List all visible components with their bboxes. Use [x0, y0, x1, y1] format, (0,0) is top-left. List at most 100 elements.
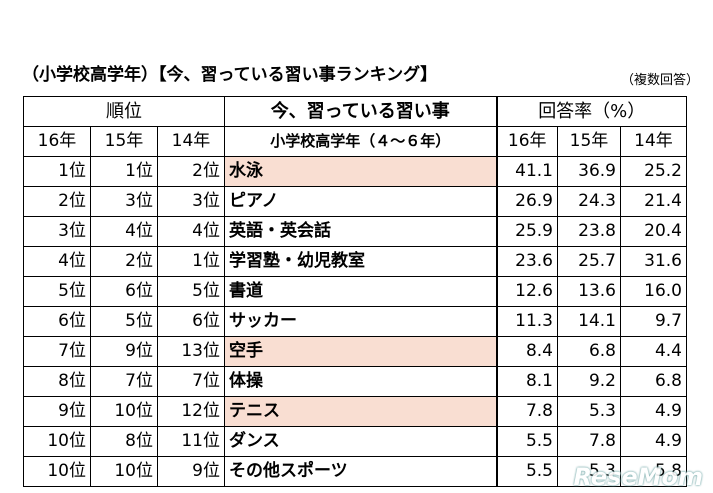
rate-2016-cell: 8.1 [496, 366, 558, 397]
rate-2014-cell: 21.4 [620, 186, 687, 217]
ranking-table-body: 順位 今、習っている習い事 回答率（%） 16年 15年 14年 小学校高学年（… [23, 96, 687, 487]
rate-2016-cell: 41.1 [496, 156, 558, 187]
header-row-years: 16年 15年 14年 小学校高学年（４～６年） 16年 15年 14年 [23, 126, 687, 157]
resemom-watermark: ReseMom [573, 463, 703, 491]
rank-2016-cell: 4位 [23, 246, 91, 277]
col-rate-16: 16年 [496, 126, 558, 157]
rate-2015-cell: 6.8 [557, 336, 621, 367]
rate-2014-cell: 9.7 [620, 306, 687, 337]
rank-2016-cell: 7位 [23, 336, 91, 367]
rate-2016-cell: 23.6 [496, 246, 558, 277]
header-row-groups: 順位 今、習っている習い事 回答率（%） [23, 96, 687, 127]
table-row: 5位 6位 5位 書道 12.6 13.6 16.0 [23, 276, 687, 307]
rank-2014-cell: 9位 [157, 456, 225, 487]
rate-2016-cell: 26.9 [496, 186, 558, 217]
rate-2015-cell: 13.6 [557, 276, 621, 307]
table-row: 8位 7位 7位 体操 8.1 9.2 6.8 [23, 366, 687, 397]
item-group-header: 今、習っている習い事 [224, 96, 498, 127]
rate-2016-cell: 12.6 [496, 276, 558, 307]
rank-2014-cell: 12位 [157, 396, 225, 427]
rate-2014-cell: 16.0 [620, 276, 687, 307]
rate-2016-cell: 25.9 [496, 216, 558, 247]
rank-2015-cell: 6位 [90, 276, 158, 307]
activity-name-cell: 英語・英会話 [224, 216, 498, 247]
rank-2016-cell: 5位 [23, 276, 91, 307]
activity-name-cell: 体操 [224, 366, 498, 397]
rate-group-header: 回答率（%） [496, 96, 687, 127]
rate-2016-cell: 11.3 [496, 306, 558, 337]
rate-2015-cell: 25.7 [557, 246, 621, 277]
rank-2015-cell: 7位 [90, 366, 158, 397]
table-row: 9位 10位 12位 テニス 7.8 5.3 4.9 [23, 396, 687, 427]
rate-2014-cell: 25.2 [620, 156, 687, 187]
rank-2016-cell: 8位 [23, 366, 91, 397]
rank-2016-cell: 9位 [23, 396, 91, 427]
rank-2015-cell: 3位 [90, 186, 158, 217]
activity-name-cell: 書道 [224, 276, 498, 307]
rank-2015-cell: 8位 [90, 426, 158, 457]
multiple-answer-note: （複数回答） [620, 73, 699, 88]
table-row: 7位 9位 13位 空手 8.4 6.8 4.4 [23, 336, 687, 367]
rank-2015-cell: 1位 [90, 156, 158, 187]
rate-2014-cell: 4.9 [620, 426, 687, 457]
rank-group-header: 順位 [23, 96, 225, 127]
rate-2014-cell: 5.8 [620, 456, 687, 487]
rank-2015-cell: 4位 [90, 216, 158, 247]
table-row: 4位 2位 1位 学習塾・幼児教室 23.6 25.7 31.6 [23, 246, 687, 277]
rank-2014-cell: 1位 [157, 246, 225, 277]
rate-2016-cell: 5.5 [496, 456, 558, 487]
rank-2016-cell: 10位 [23, 426, 91, 457]
rank-2014-cell: 5位 [157, 276, 225, 307]
rate-2016-cell: 7.8 [496, 396, 558, 427]
activity-name-cell: テニス [224, 396, 498, 427]
table-row: 6位 5位 6位 サッカー 11.3 14.1 9.7 [23, 306, 687, 337]
rank-2015-cell: 2位 [90, 246, 158, 277]
rank-2015-cell: 9位 [90, 336, 158, 367]
rate-2016-cell: 5.5 [496, 426, 558, 457]
col-rate-14: 14年 [620, 126, 687, 157]
rank-2016-cell: 6位 [23, 306, 91, 337]
activity-name-cell: ダンス [224, 426, 498, 457]
rank-2016-cell: 1位 [23, 156, 91, 187]
rank-2015-cell: 10位 [90, 456, 158, 487]
rate-2015-cell: 7.8 [557, 426, 621, 457]
rank-2014-cell: 7位 [157, 366, 225, 397]
rank-2015-cell: 5位 [90, 306, 158, 337]
rate-2014-cell: 6.8 [620, 366, 687, 397]
activity-name-cell: 空手 [224, 336, 498, 367]
item-sub-header: 小学校高学年（４～６年） [224, 126, 498, 157]
table-row: 3位 4位 4位 英語・英会話 25.9 23.8 20.4 [23, 216, 687, 247]
col-rank-16: 16年 [23, 126, 91, 157]
rank-2014-cell: 13位 [157, 336, 225, 367]
rank-2015-cell: 10位 [90, 396, 158, 427]
rate-2015-cell: 24.3 [557, 186, 621, 217]
activity-name-cell: ピアノ [224, 186, 498, 217]
rank-2016-cell: 3位 [23, 216, 91, 247]
rate-2015-cell: 23.8 [557, 216, 621, 247]
activity-name-cell: その他スポーツ [224, 456, 498, 487]
activity-name-cell: 学習塾・幼児教室 [224, 246, 498, 277]
table-row: 10位 8位 11位 ダンス 5.5 7.8 4.9 [23, 426, 687, 457]
rank-2014-cell: 6位 [157, 306, 225, 337]
rate-2015-cell: 5.3 [557, 396, 621, 427]
table-title: （小学校高学年）【今、習っている習い事ランキング】 [22, 65, 438, 85]
activity-name-cell: サッカー [224, 306, 498, 337]
rank-2016-cell: 10位 [23, 456, 91, 487]
col-rate-15: 15年 [557, 126, 621, 157]
rank-2014-cell: 11位 [157, 426, 225, 457]
table-row: 2位 3位 3位 ピアノ 26.9 24.3 21.4 [23, 186, 687, 217]
rate-2015-cell: 36.9 [557, 156, 621, 187]
ranking-table: 順位 今、習っている習い事 回答率（%） 16年 15年 14年 小学校高学年（… [23, 96, 687, 487]
rate-2014-cell: 4.4 [620, 336, 687, 367]
rate-2016-cell: 8.4 [496, 336, 558, 367]
col-rank-14: 14年 [157, 126, 225, 157]
rank-2016-cell: 2位 [23, 186, 91, 217]
rate-2014-cell: 4.9 [620, 396, 687, 427]
rate-2015-cell: 14.1 [557, 306, 621, 337]
rank-2014-cell: 3位 [157, 186, 225, 217]
col-rank-15: 15年 [90, 126, 158, 157]
table-row: 10位 10位 9位 その他スポーツ 5.5 5.3 5.8 [23, 456, 687, 487]
table-row: 1位 1位 2位 水泳 41.1 36.9 25.2 [23, 156, 687, 187]
activity-name-cell: 水泳 [224, 156, 498, 187]
rate-2015-cell: 9.2 [557, 366, 621, 397]
